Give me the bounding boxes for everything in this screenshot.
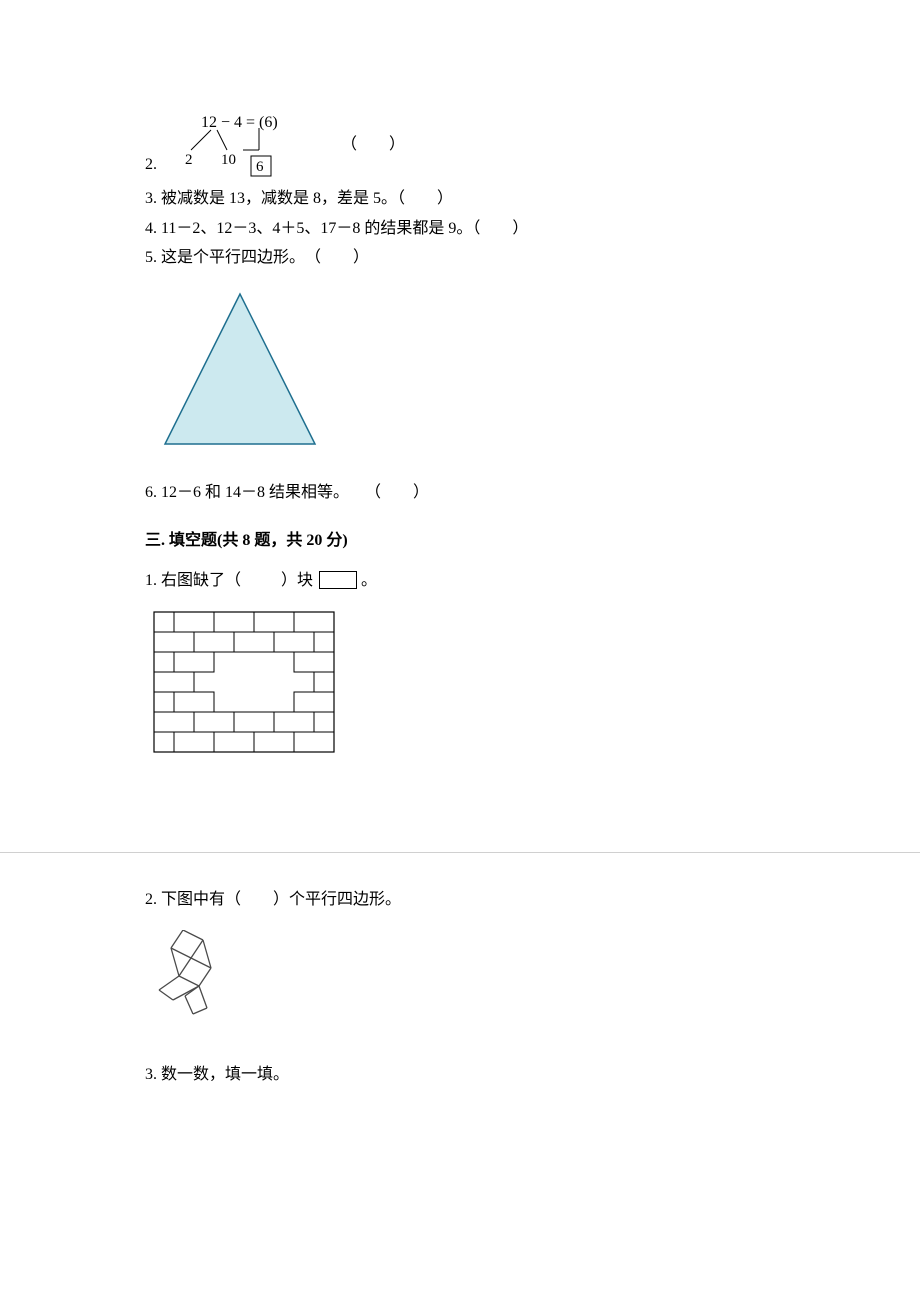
triangle-figure — [155, 289, 780, 463]
question-6: 6. 12－6 和 14－8 结果相等。 （ ） — [145, 480, 780, 506]
triangle-shape — [165, 294, 315, 444]
question-3: 3. 被减数是 13，减数是 8，差是 5。（ ） — [145, 186, 780, 212]
q2-number: 2. — [145, 152, 157, 180]
fill-q1-prefix: 1. 右图缺了（ — [145, 568, 241, 594]
tangram-svg — [153, 930, 233, 1025]
q2-tree-svg: 2 10 6 — [169, 128, 309, 183]
question-2: 2. 12 − 4 = (6) 2 10 6 （ ） — [145, 110, 780, 180]
fill-q1-suffix: 。 — [361, 568, 377, 594]
brick-wall-figure — [153, 611, 780, 762]
fill-question-2: 2. 下图中有（ ）个平行四边形。 — [145, 887, 780, 913]
q2-leaf-right: 10 — [221, 152, 236, 168]
question-5: 5. 这是个平行四边形。 （ ） — [145, 245, 780, 271]
q2-parentheses: （ ） — [341, 132, 405, 158]
tangram-figure — [153, 930, 780, 1034]
question-4: 4. 11－2、12－3、4＋5、17－8 的结果都是 9。（ ） — [145, 216, 780, 242]
brick-wall-svg — [153, 611, 335, 753]
small-brick-icon — [319, 571, 357, 589]
q2-box-value: 6 — [256, 159, 264, 175]
fill-question-3: 3. 数一数，填一填。 — [145, 1062, 780, 1088]
section-3-header: 三. 填空题(共 8 题，共 20 分) — [145, 528, 780, 554]
q2-leaf-left: 2 — [185, 152, 193, 168]
fill-question-1: 1. 右图缺了（ ）块 。 — [145, 568, 780, 594]
q2-diagram: 12 − 4 = (6) 2 10 6 — [169, 110, 309, 180]
fill-q1-mid: ）块 — [281, 568, 313, 594]
triangle-svg — [155, 289, 330, 454]
